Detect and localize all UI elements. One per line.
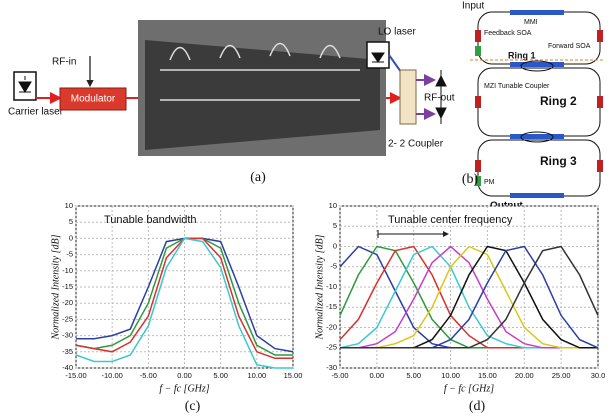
input-label: Input [462, 1, 484, 12]
series-line [340, 245, 598, 349]
carrier-laser-label: Carrier laser [8, 107, 64, 118]
y-tick-label: -25 [62, 314, 73, 323]
lo-beam [388, 54, 402, 73]
y-tick-label: -40 [62, 363, 73, 372]
y-tick-label: -20 [326, 322, 337, 331]
y-tick-label: -5 [330, 262, 337, 271]
y-tick-label: -35 [62, 347, 73, 356]
caption: (a) [250, 170, 266, 185]
ring-label: Ring 1 [508, 50, 536, 60]
ring-2 [477, 67, 601, 137]
laser-symbol [371, 52, 385, 63]
y-tick-label: 5 [69, 217, 73, 226]
y-tick-label: -15 [62, 282, 73, 291]
rf-out-label: RF-out [424, 93, 455, 104]
x-tick-label: 20.00 [515, 371, 534, 380]
ring-label: Ring 2 [540, 94, 577, 108]
soa [597, 30, 603, 42]
photodiodes [435, 70, 447, 124]
soa [475, 96, 481, 108]
x-tick-label: 5.00 [213, 371, 228, 380]
y-axis-label: Normalized Intensity [dB] [314, 234, 325, 340]
y-tick-label: -10 [326, 282, 337, 291]
x-axis-label: f − fc [GHz] [159, 383, 209, 394]
x-tick-label: 10.00 [247, 371, 266, 380]
y-tick-label: 0 [333, 241, 337, 250]
mzi-label: MZI Tunable Coupler [484, 83, 550, 90]
y-tick-label: -20 [62, 298, 73, 307]
series-line [340, 245, 598, 349]
y-tick-label: -30 [62, 331, 73, 340]
coupler [510, 134, 564, 139]
soa [597, 96, 603, 108]
x-tick-label: -10.00 [102, 371, 123, 380]
x-tick-label: -5.00 [331, 371, 348, 380]
chip-body [145, 40, 380, 150]
lo-laser-label: LO laser [378, 27, 416, 38]
forward-soa-label: Forward SOA [548, 43, 591, 50]
ring-label: Ring 3 [540, 154, 577, 168]
laser-symbol [18, 76, 32, 93]
x-tick-label: 30.0 [591, 371, 606, 380]
x-tick-label: -15.00 [65, 371, 86, 380]
soa [475, 30, 481, 42]
chart: -30 -25 -20 -15 -10 -5 0 5 10 -5.00 0.00 5.00 10.00 1… [314, 201, 605, 414]
ring-3 [477, 139, 601, 197]
y-tick-label: -25 [326, 343, 337, 352]
caption: (c) [185, 399, 201, 414]
y-tick-label: 5 [333, 221, 337, 230]
coupler [510, 193, 564, 198]
x-axis-label: f − fc [GHz] [444, 383, 494, 394]
series-line [75, 237, 293, 369]
x-tick-label: 0.00 [370, 371, 385, 380]
coupler-box [399, 69, 417, 125]
y-tick-label: 10 [65, 201, 73, 210]
pm-label: PM [484, 179, 495, 186]
mmi-label: MMI [524, 19, 538, 26]
y-tick-label: -15 [326, 302, 337, 311]
x-tick-label: 10.00 [441, 371, 460, 380]
y-tick-label: -5 [66, 250, 73, 259]
chart: -40 -35 -30 -25 -20 -15 -10 -5 0 5 10 -15.00 -10.00 -… [50, 201, 302, 414]
pm [475, 46, 481, 56]
ring-1 [477, 11, 601, 65]
x-tick-label: -5.00 [140, 371, 157, 380]
panel-a: Carrier laser Modulator RF-in LO laser R… [8, 20, 455, 185]
x-tick-label: 0.00 [177, 371, 192, 380]
soa [597, 160, 603, 172]
feedback-soa-label: Feedback SOA [484, 30, 532, 37]
soa [475, 160, 481, 172]
y-tick-label: 10 [329, 201, 337, 210]
caption: (b) [462, 172, 479, 187]
rf-in-label: RF-in [52, 57, 76, 68]
coupler-label: 2- 2 Coupler [388, 139, 444, 150]
panel-b: Input MMI Feedback SOA Forward SOA Ring … [462, 1, 605, 212]
series-line [340, 245, 599, 349]
x-tick-label: 5.00 [406, 371, 421, 380]
annotation: Tunable center frequency [388, 214, 513, 226]
chip-wires [160, 42, 360, 101]
mmi [510, 10, 564, 15]
y-tick-label: 0 [69, 233, 73, 242]
x-tick-label: 15.00 [478, 371, 497, 380]
y-tick-label: -30 [326, 363, 337, 372]
y-axis-label: Normalized Intensity [dB] [50, 234, 61, 340]
caption: (d) [469, 399, 486, 414]
y-tick-label: -10 [62, 266, 73, 275]
x-tick-label: 15.00 [284, 371, 303, 380]
annotation: Tunable bandwidth [104, 214, 197, 226]
modulator-label: Modulator [71, 94, 116, 105]
coupler [510, 62, 564, 67]
x-tick-label: 25.00 [552, 371, 571, 380]
mzi [520, 60, 554, 72]
mzi [520, 131, 554, 143]
pm [475, 176, 481, 186]
